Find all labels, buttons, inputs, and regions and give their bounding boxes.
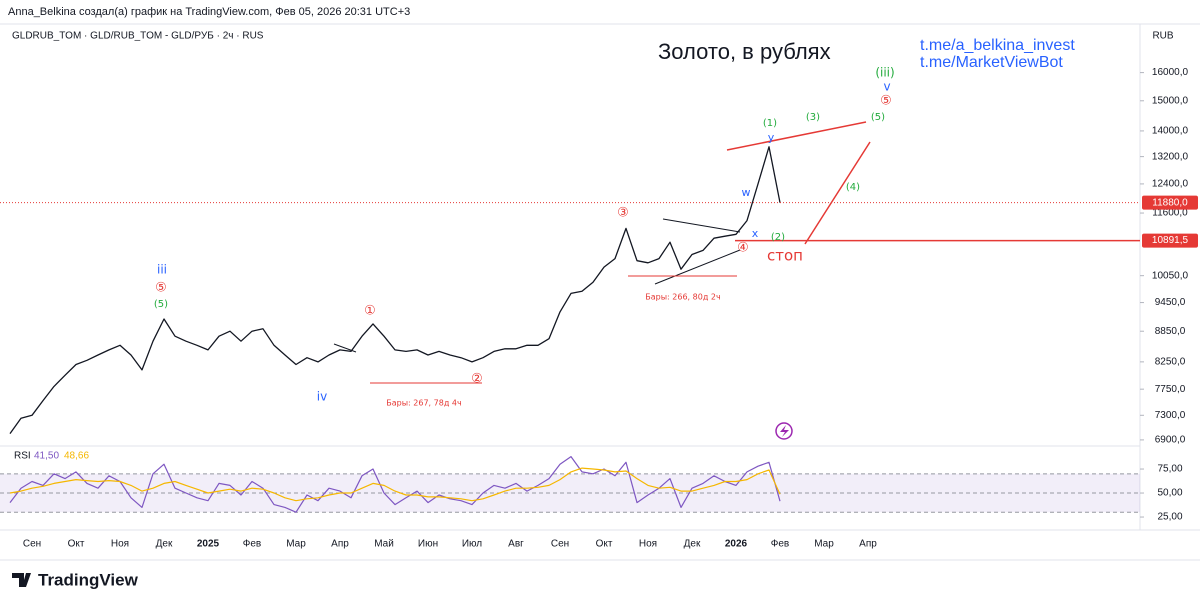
series-line	[9, 146, 781, 434]
event-icon-glyph	[780, 425, 789, 437]
wave-label: y	[768, 131, 775, 144]
y-tick-label: 7750,0	[1155, 384, 1186, 395]
link[interactable]: t.me/MarketViewBot	[920, 54, 1063, 71]
x-tick-label: Окт	[596, 539, 613, 550]
y-tick-label: 7300,0	[1155, 410, 1186, 421]
wave-label: ⑤	[880, 94, 892, 109]
wave-label: ②	[471, 372, 483, 387]
price-tag-label: 11880,0	[1152, 197, 1188, 208]
y-tick-label: 13200,0	[1152, 151, 1189, 162]
link[interactable]: t.me/a_belkina_invest	[920, 37, 1075, 54]
wave-label: (4)	[846, 182, 860, 193]
x-tick-label: Май	[374, 539, 394, 550]
y-tick-label: 50,00	[1157, 488, 1182, 499]
price-tag-label: 10891,5	[1152, 235, 1189, 246]
logo-mark	[12, 573, 31, 587]
y-tick-label: 16000,0	[1152, 67, 1189, 78]
x-tick-label: Окт	[68, 539, 85, 550]
x-tick-label: Дек	[684, 539, 701, 550]
legend-value: 48,66	[64, 451, 89, 462]
y-tick-label: 25,00	[1157, 512, 1182, 523]
x-tick-label: Сен	[23, 539, 41, 550]
x-tick-label: Июн	[418, 539, 438, 550]
price-tag	[1142, 233, 1198, 248]
wave-label: (iii)	[875, 66, 894, 80]
x-tick-label: 2026	[725, 539, 748, 550]
wave-label: ①	[364, 304, 376, 319]
logo: TradingView	[38, 570, 139, 589]
y-tick-label: 14000,0	[1152, 126, 1189, 137]
wave-label: w	[742, 186, 751, 199]
trend-line	[726, 121, 867, 151]
wave-label: (5)	[154, 299, 168, 310]
y-tick-label: 6900,0	[1155, 435, 1186, 446]
x-tick-label: Мар	[814, 539, 834, 550]
x-tick-label: Апр	[331, 539, 349, 550]
symbol: GLDRUB_TOM · GLD/RUB_TOM - GLD/РУБ · 2ч …	[12, 31, 264, 42]
wave-label: ③	[617, 206, 629, 221]
y-tick-label: 8250,0	[1155, 357, 1186, 368]
indicator-title: RSI	[14, 451, 31, 462]
x-tick-label: Фев	[771, 539, 789, 550]
wave-label: (3)	[806, 112, 820, 123]
y-tick-label: 12400,0	[1152, 179, 1189, 190]
x-tick-label: 2025	[197, 539, 220, 550]
legend-value: 41,50	[34, 451, 59, 462]
wave-label: (5)	[871, 112, 885, 123]
wave-label: ④	[737, 241, 749, 256]
series-line	[9, 456, 781, 513]
wave-label: ⑤	[155, 281, 167, 296]
y-tick-label: 75,00	[1157, 464, 1182, 475]
wave-label: Бары: 267, 78д 4ч	[386, 399, 461, 408]
x-tick-label: Фев	[243, 539, 261, 550]
y-tick-label: 15000,0	[1152, 95, 1189, 106]
x-tick-label: Мар	[286, 539, 306, 550]
wave-label: x	[752, 227, 759, 240]
wave-label: iv	[317, 390, 327, 404]
trend-line	[804, 141, 871, 245]
wave-label: (2)	[771, 232, 785, 243]
x-tick-label: Апр	[859, 539, 877, 550]
series-line	[9, 467, 781, 502]
triangle-line	[333, 343, 357, 353]
y-tick-label: 8850,0	[1155, 326, 1186, 337]
currency: RUB	[1152, 31, 1173, 42]
y-tick-label: 9450,0	[1155, 297, 1186, 308]
wave-label: стоп	[767, 247, 803, 265]
wave-label: iii	[157, 263, 167, 277]
x-tick-label: Ноя	[111, 539, 129, 550]
x-tick-label: Июл	[462, 539, 482, 550]
wave-label: (1)	[763, 118, 777, 129]
triangle-line	[662, 218, 741, 233]
x-tick-label: Авг	[508, 539, 524, 550]
y-tick-label: 10050,0	[1152, 270, 1189, 281]
wave-label: Бары: 266, 80д 2ч	[645, 293, 720, 302]
triangle-line	[654, 249, 741, 285]
y-tick-label: 11600,0	[1152, 208, 1188, 219]
x-tick-label: Сен	[551, 539, 569, 550]
wave-label: v	[883, 80, 890, 94]
header: Anna_Belkina создал(а) график на Trading…	[8, 6, 410, 18]
price-tag	[1142, 195, 1198, 210]
event-icon[interactable]	[775, 422, 793, 440]
x-tick-label: Дек	[156, 539, 173, 550]
x-tick-label: Ноя	[639, 539, 657, 550]
chart-title: Золото, в рублях	[658, 39, 831, 64]
